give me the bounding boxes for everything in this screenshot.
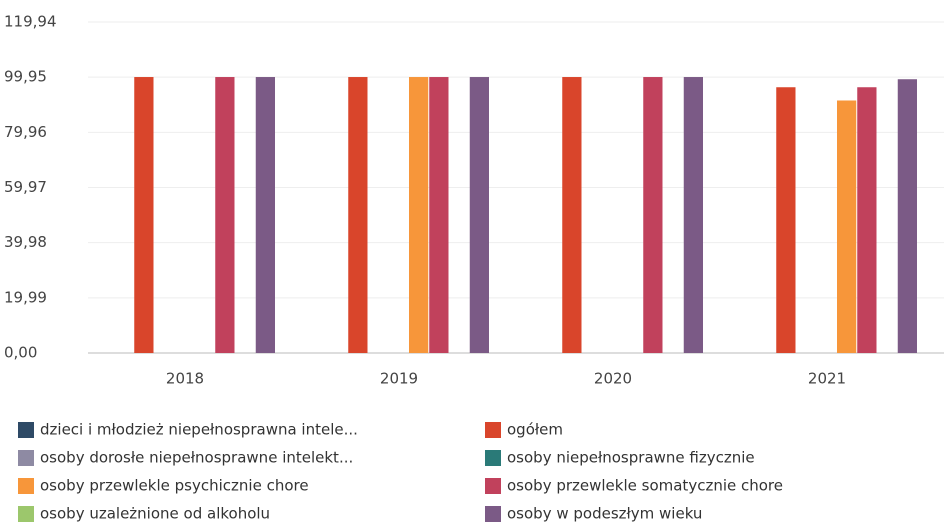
x-tick-label: 2019 <box>380 370 418 388</box>
legend-label: ogółem <box>507 421 563 439</box>
legend-swatch <box>18 422 34 438</box>
bar <box>897 79 917 353</box>
legend-label: dzieci i młodzież niepełnosprawna intele… <box>40 421 358 439</box>
bar <box>429 77 449 353</box>
legend-swatch <box>485 422 501 438</box>
bar <box>776 87 796 353</box>
legend-swatch <box>18 506 34 522</box>
bar <box>469 77 489 353</box>
bar <box>683 77 703 353</box>
legend-label: osoby przewlekle psychicznie chore <box>40 477 309 495</box>
x-tick-label: 2020 <box>594 370 632 388</box>
legend-label: osoby w podeszłym wieku <box>507 505 702 523</box>
x-tick-label: 2018 <box>166 370 204 388</box>
y-tick-label: 99,95 <box>4 68 47 86</box>
legend-label: osoby niepełnosprawne fizycznie <box>507 449 755 467</box>
bar <box>643 77 663 353</box>
x-tick-label: 2021 <box>808 370 846 388</box>
legend-label: osoby przewlekle somatycznie chore <box>507 477 783 495</box>
legend-swatch <box>18 450 34 466</box>
bar <box>348 77 368 353</box>
bar <box>215 77 235 353</box>
legend-swatch <box>18 478 34 494</box>
y-tick-label: 59,97 <box>4 178 47 196</box>
bar <box>409 77 429 353</box>
y-tick-label: 0,00 <box>4 344 37 362</box>
legend-swatch <box>485 450 501 466</box>
bar <box>837 100 857 354</box>
bar <box>562 77 582 353</box>
y-tick-label: 119,94 <box>4 13 57 31</box>
legend-label: osoby uzależnione od alkoholu <box>40 505 270 523</box>
y-tick-label: 39,98 <box>4 233 47 251</box>
y-tick-label: 19,99 <box>4 288 47 306</box>
y-tick-label: 79,96 <box>4 123 47 141</box>
legend-label: osoby dorosłe niepełnosprawne intelekt..… <box>40 449 353 467</box>
legend-swatch <box>485 478 501 494</box>
bar <box>134 77 154 353</box>
legend-swatch <box>485 506 501 522</box>
bar <box>255 77 275 353</box>
bar <box>857 87 877 353</box>
